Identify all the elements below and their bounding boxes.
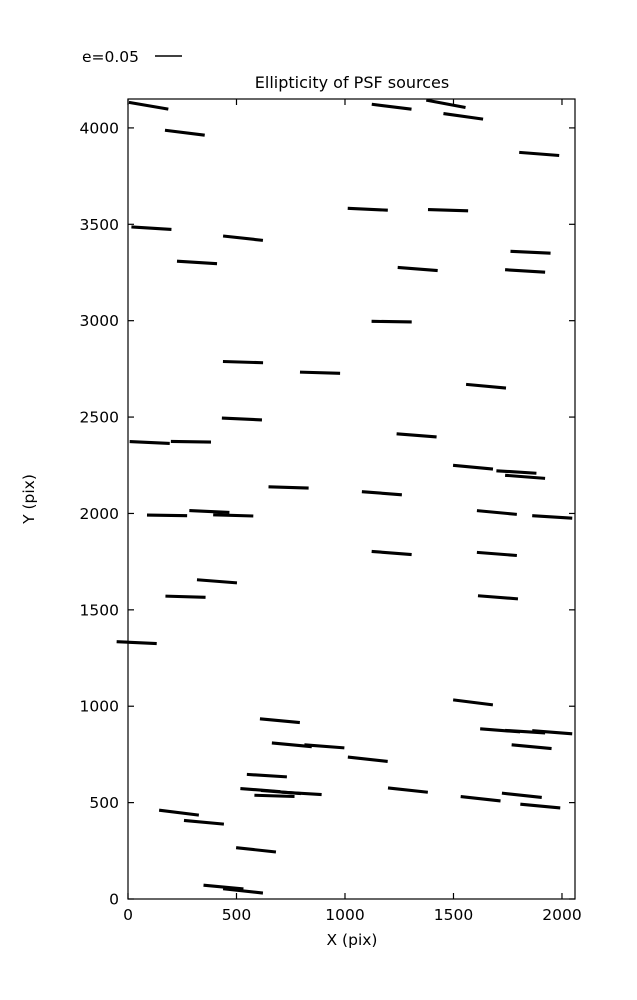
- whisker-segment: [520, 802, 561, 810]
- whisker-segment: [347, 755, 388, 763]
- whisker-segment: [477, 594, 519, 601]
- whisker-segment: [222, 359, 264, 365]
- whisker-segment: [158, 808, 200, 817]
- whisker-segment: [452, 463, 494, 471]
- whisker-series: [116, 98, 573, 895]
- whisker-segment: [235, 846, 277, 854]
- whisker-segment: [361, 490, 402, 497]
- whisker-segment: [396, 432, 437, 439]
- y-tick-label: 1500: [80, 601, 119, 619]
- whisker-segment: [246, 772, 287, 779]
- whisker-segment: [519, 150, 560, 158]
- plot-frame: [127, 98, 576, 900]
- y-tick-label: 2500: [80, 409, 119, 427]
- whisker-segment: [501, 791, 542, 800]
- whisker-segment: [222, 887, 264, 895]
- whisker-segment: [496, 469, 537, 475]
- whisker-segment: [532, 514, 573, 520]
- whisker-segment: [532, 729, 573, 736]
- whisker-segment: [281, 790, 322, 797]
- whisker-segment: [203, 883, 244, 891]
- whisker-segment: [397, 265, 438, 273]
- whisker-segment: [387, 786, 429, 794]
- whisker-segment: [425, 98, 466, 110]
- whisker-segment: [131, 225, 172, 231]
- y-axis-ticks: 0 500 1000 1500 2000 2500 3000 3500 4000: [80, 119, 575, 909]
- whisker-segment: [129, 440, 170, 445]
- whisker-segment: [222, 234, 264, 242]
- whisker-segment: [189, 509, 230, 515]
- whisker-segment: [347, 206, 388, 212]
- chart-title: Ellipticity of PSF sources: [255, 73, 449, 92]
- y-tick-label: 2000: [80, 505, 119, 523]
- whisker-segment: [476, 550, 517, 558]
- whisker-segment: [213, 513, 254, 518]
- whisker-segment: [128, 100, 169, 111]
- legend: e=0.05: [82, 48, 182, 66]
- whisker-segment: [259, 717, 300, 725]
- y-tick-label: 3500: [80, 216, 119, 234]
- x-axis-label: X (pix): [327, 931, 378, 949]
- y-tick-label: 4000: [80, 119, 119, 137]
- y-tick-label: 0: [109, 891, 119, 909]
- whisker-segment: [443, 112, 484, 121]
- whisker-segment: [460, 795, 501, 803]
- whisker-segment: [221, 416, 263, 422]
- whisker-segment: [427, 208, 469, 213]
- y-tick-label: 500: [89, 794, 119, 812]
- whisker-segment: [465, 382, 507, 390]
- whisker-segment: [164, 128, 205, 137]
- x-tick-label: 500: [222, 906, 252, 924]
- whisker-segment: [196, 578, 238, 585]
- whisker-segment: [504, 268, 546, 274]
- y-tick-label: 3000: [80, 312, 119, 330]
- whisker-segment: [371, 319, 412, 324]
- whisker-segment: [176, 259, 218, 266]
- whisker-segment: [254, 793, 295, 799]
- whisker-segment: [371, 549, 412, 557]
- whisker-segment: [452, 698, 494, 707]
- whisker-segment: [170, 439, 212, 444]
- x-tick-label: 1500: [434, 906, 473, 924]
- whisker-segment: [476, 509, 517, 516]
- x-tick-label: 1000: [325, 906, 364, 924]
- whisker-segment: [371, 102, 412, 111]
- whisker-segment: [511, 743, 552, 751]
- y-tick-label: 1000: [80, 698, 119, 716]
- whisker-segment: [304, 743, 345, 750]
- x-tick-label: 0: [123, 906, 133, 924]
- whisker-segment: [299, 370, 341, 375]
- legend-label: e=0.05: [82, 48, 139, 66]
- whisker-segment: [183, 818, 225, 826]
- whisker-segment: [268, 485, 309, 490]
- whisker-segment: [165, 594, 206, 599]
- whisker-segment: [510, 249, 551, 255]
- y-axis-label: Y (pix): [20, 474, 38, 525]
- whisker-segment: [504, 473, 546, 480]
- whisker-segment: [116, 640, 157, 646]
- x-tick-label: 2000: [542, 906, 581, 924]
- whisker-segment: [146, 513, 188, 518]
